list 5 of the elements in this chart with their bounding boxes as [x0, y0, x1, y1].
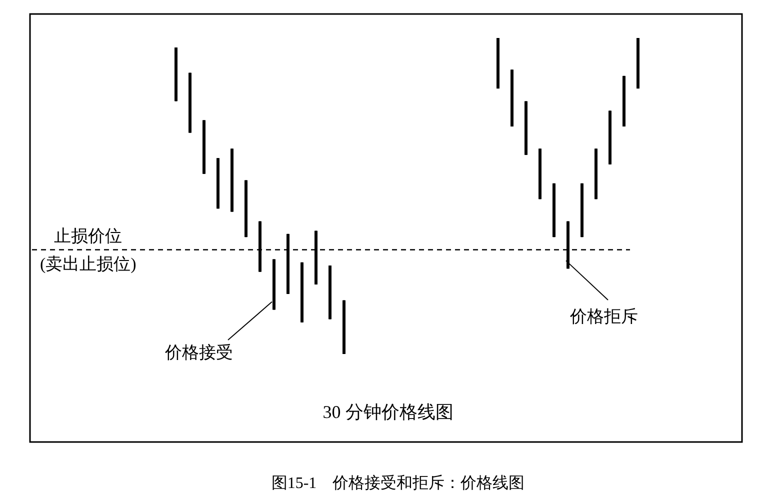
annotation: 价格拒斥	[569, 307, 638, 326]
text: 图15-1 价格接受和拒斥：价格线图	[271, 474, 525, 492]
ref-line-label: 止损价位 (卖出止损位)	[40, 226, 136, 274]
annotation: 价格接受	[164, 343, 233, 362]
x-axis-title: 30 分钟价格线图	[322, 402, 454, 422]
